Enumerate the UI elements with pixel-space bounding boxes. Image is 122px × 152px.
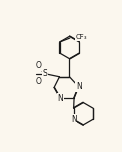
Text: CF₃: CF₃ — [75, 34, 87, 40]
Text: N: N — [71, 115, 76, 124]
Text: N: N — [76, 82, 82, 91]
Text: O: O — [36, 77, 42, 86]
Text: O: O — [36, 61, 42, 71]
Text: N: N — [57, 94, 63, 103]
Text: S: S — [42, 69, 47, 78]
